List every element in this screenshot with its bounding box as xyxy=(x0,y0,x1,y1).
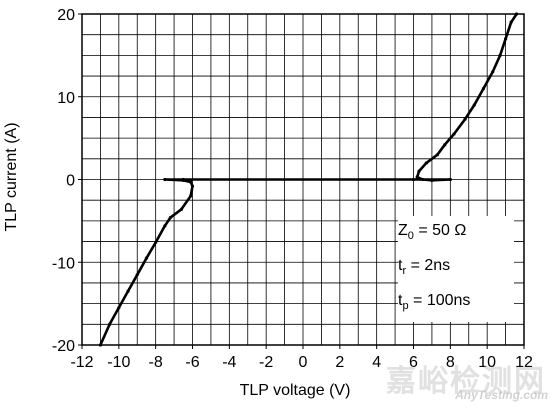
data-point xyxy=(126,289,130,293)
data-point xyxy=(411,177,416,182)
x-tick-label: -6 xyxy=(185,354,199,371)
x-tick-label: -8 xyxy=(149,354,163,371)
data-point xyxy=(472,103,476,107)
data-point xyxy=(154,240,158,244)
data-point xyxy=(415,175,419,179)
data-point xyxy=(189,180,193,184)
y-tick-label: -10 xyxy=(52,255,75,272)
data-point xyxy=(443,143,447,147)
y-tick-label: 20 xyxy=(57,7,75,24)
data-point xyxy=(435,153,440,157)
annotation-tr: tr = 2ns xyxy=(398,257,451,278)
data-point xyxy=(448,177,452,182)
data-point xyxy=(421,177,425,182)
x-tick-label: -2 xyxy=(259,354,273,371)
data-point xyxy=(430,178,434,182)
data-point xyxy=(509,20,513,24)
data-point xyxy=(189,194,193,198)
annotation-tp: tp = 100ns xyxy=(398,292,471,313)
x-tick-label: 2 xyxy=(335,354,344,371)
x-tick-label: 0 xyxy=(299,354,308,371)
parameter-annotation: Z0 = 50 Ω tr = 2ns tp = 100ns xyxy=(398,216,514,322)
data-point xyxy=(498,53,502,57)
x-tick-labels: -12 -10 -8 -6 -4 -2 0 2 4 6 8 10 12 xyxy=(70,345,533,371)
data-point xyxy=(503,37,508,41)
x-tick-label: 10 xyxy=(478,354,496,371)
x-tick-label: -4 xyxy=(222,354,236,371)
x-tick-label: -10 xyxy=(107,354,130,371)
data-point xyxy=(463,117,467,121)
data-point xyxy=(190,184,195,188)
y-tick-label: -20 xyxy=(52,338,75,355)
x-tick-label: 4 xyxy=(372,354,381,371)
watermark-url: AnyTesting.com xyxy=(455,388,548,402)
data-point xyxy=(179,207,184,211)
y-tick-label: 0 xyxy=(66,173,75,190)
plot-frame xyxy=(81,13,525,346)
x-tick-label: 12 xyxy=(515,354,533,371)
data-point xyxy=(163,224,167,228)
x-tick-label: 8 xyxy=(446,354,455,371)
data-point xyxy=(168,215,172,220)
watermark-text: 嘉峪检测网 xyxy=(386,365,546,398)
x-axis-label: TLP voltage (V) xyxy=(239,382,351,399)
data-point xyxy=(491,70,495,74)
data-point xyxy=(181,177,185,182)
data-point xyxy=(424,161,428,165)
x-tick-label: 6 xyxy=(409,354,418,371)
y-tick-labels: -20 -10 0 10 20 xyxy=(52,7,82,355)
data-point xyxy=(163,177,167,182)
y-axis-label: TLP current (A) xyxy=(3,122,20,232)
x-tick-label: -12 xyxy=(70,354,93,371)
y-tick-label: 10 xyxy=(57,90,75,107)
series xyxy=(98,12,519,347)
annotation-z0: Z0 = 50 Ω xyxy=(398,222,467,243)
data-point xyxy=(117,306,121,310)
data-point xyxy=(135,273,139,277)
data-point xyxy=(417,169,421,173)
data-point xyxy=(452,132,456,136)
data-point xyxy=(108,322,112,326)
data-point xyxy=(481,86,486,91)
data-point xyxy=(144,256,149,260)
